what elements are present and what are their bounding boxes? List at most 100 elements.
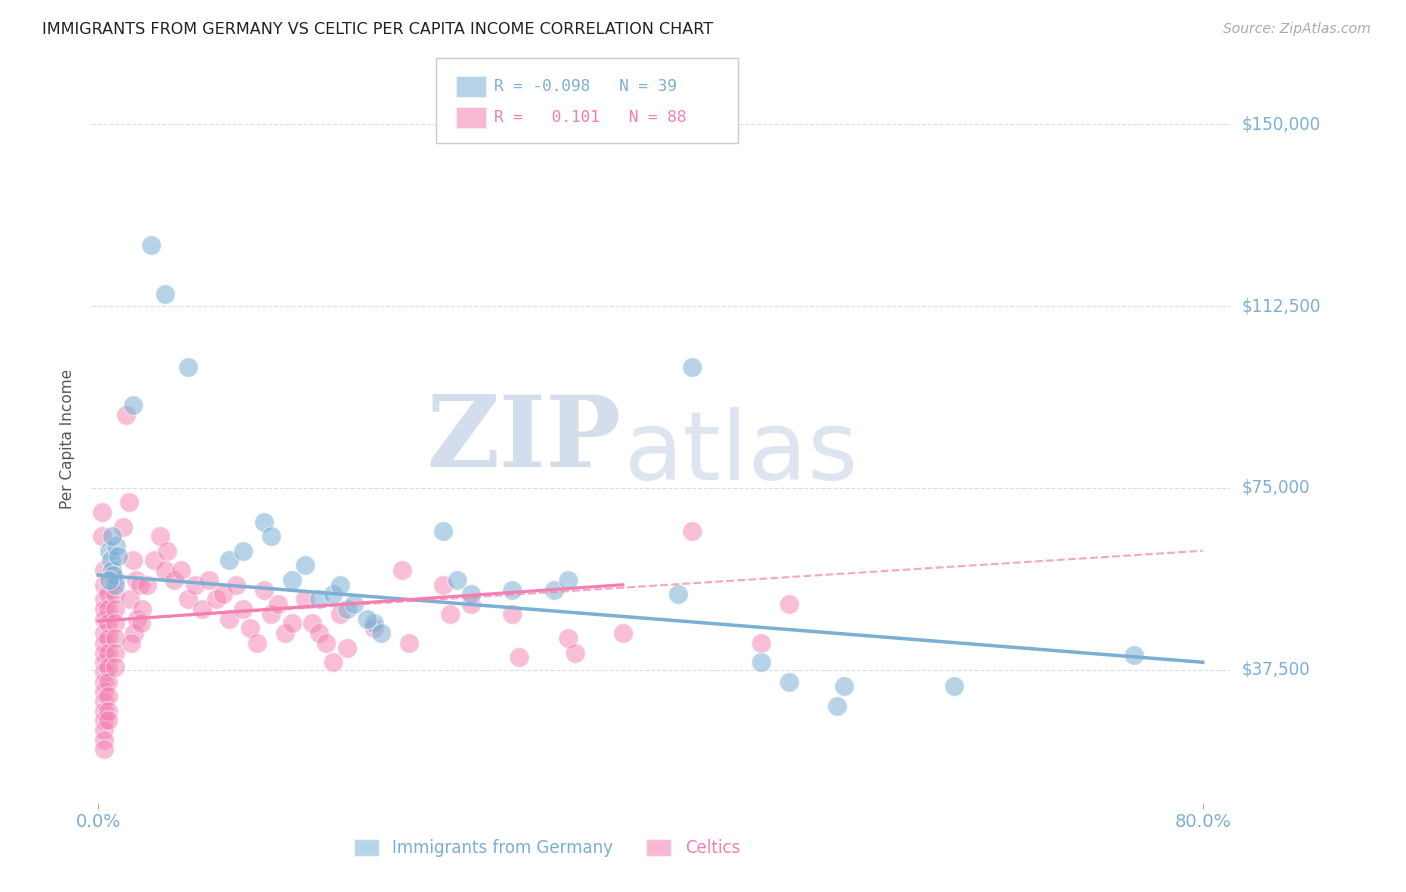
- Point: [260, 607, 283, 621]
- Point: [218, 612, 240, 626]
- Point: [336, 640, 359, 655]
- Point: [322, 655, 344, 669]
- Point: [543, 582, 565, 597]
- Point: [93, 563, 115, 577]
- Text: Source: ZipAtlas.com: Source: ZipAtlas.com: [1223, 22, 1371, 37]
- Point: [501, 607, 523, 621]
- Point: [104, 631, 127, 645]
- Point: [91, 529, 114, 543]
- Point: [246, 636, 269, 650]
- Point: [943, 680, 966, 694]
- Point: [1122, 648, 1144, 662]
- Point: [97, 660, 120, 674]
- Point: [97, 631, 120, 645]
- Point: [294, 592, 316, 607]
- Point: [184, 578, 207, 592]
- Point: [139, 238, 162, 252]
- Point: [93, 636, 115, 650]
- Point: [273, 626, 295, 640]
- Point: [778, 597, 800, 611]
- Point: [832, 680, 855, 694]
- Point: [315, 636, 337, 650]
- Point: [218, 553, 240, 567]
- Point: [124, 573, 146, 587]
- Point: [439, 607, 461, 621]
- Point: [93, 592, 115, 607]
- Y-axis label: Per Capita Income: Per Capita Income: [60, 369, 76, 509]
- Point: [125, 612, 148, 626]
- Text: $75,000: $75,000: [1241, 479, 1310, 497]
- Point: [446, 573, 468, 587]
- Point: [329, 578, 352, 592]
- Point: [363, 616, 385, 631]
- Point: [280, 616, 302, 631]
- Point: [104, 616, 127, 631]
- Point: [778, 674, 800, 689]
- Point: [177, 359, 200, 374]
- Point: [118, 592, 141, 607]
- Text: IMMIGRANTS FROM GERMANY VS CELTIC PER CAPITA INCOME CORRELATION CHART: IMMIGRANTS FROM GERMANY VS CELTIC PER CA…: [42, 22, 713, 37]
- Text: R = -0.098   N = 39: R = -0.098 N = 39: [494, 79, 676, 94]
- Point: [211, 587, 233, 601]
- Point: [120, 636, 142, 650]
- Point: [153, 287, 176, 301]
- Text: ZIP: ZIP: [426, 391, 621, 488]
- Point: [460, 587, 482, 601]
- Point: [97, 646, 120, 660]
- Point: [370, 626, 392, 640]
- Point: [93, 694, 115, 708]
- Point: [97, 704, 120, 718]
- Point: [322, 587, 344, 601]
- Point: [107, 549, 129, 563]
- Point: [104, 660, 127, 674]
- Point: [666, 587, 689, 601]
- Point: [204, 592, 226, 607]
- Legend: Immigrants from Germany, Celtics: Immigrants from Germany, Celtics: [347, 832, 747, 863]
- Point: [253, 582, 276, 597]
- Point: [156, 543, 179, 558]
- Point: [97, 587, 120, 601]
- Text: $37,500: $37,500: [1241, 660, 1310, 679]
- Point: [93, 602, 115, 616]
- Point: [104, 573, 127, 587]
- Point: [142, 553, 165, 567]
- Point: [115, 408, 138, 422]
- Point: [336, 602, 359, 616]
- Point: [557, 631, 579, 645]
- Point: [163, 573, 186, 587]
- Point: [93, 626, 115, 640]
- Point: [98, 573, 121, 587]
- Point: [131, 602, 153, 616]
- Point: [191, 602, 214, 616]
- Point: [564, 646, 586, 660]
- Point: [97, 602, 120, 616]
- Point: [232, 602, 254, 616]
- Point: [105, 539, 128, 553]
- Point: [97, 674, 120, 689]
- Point: [749, 655, 772, 669]
- Point: [749, 636, 772, 650]
- Point: [128, 578, 150, 592]
- Point: [294, 558, 316, 573]
- Point: [308, 592, 330, 607]
- Point: [104, 587, 127, 601]
- Point: [93, 684, 115, 698]
- Point: [135, 578, 157, 592]
- Point: [93, 742, 115, 756]
- Point: [121, 553, 143, 567]
- Point: [100, 553, 122, 567]
- Point: [197, 573, 219, 587]
- Point: [93, 704, 115, 718]
- Point: [97, 714, 120, 728]
- Point: [267, 597, 290, 611]
- Point: [121, 398, 143, 412]
- Point: [98, 543, 121, 558]
- Point: [280, 573, 302, 587]
- Point: [681, 359, 703, 374]
- Point: [93, 723, 115, 737]
- Point: [308, 626, 330, 640]
- Point: [239, 621, 262, 635]
- Point: [103, 568, 125, 582]
- Point: [93, 665, 115, 679]
- Point: [612, 626, 634, 640]
